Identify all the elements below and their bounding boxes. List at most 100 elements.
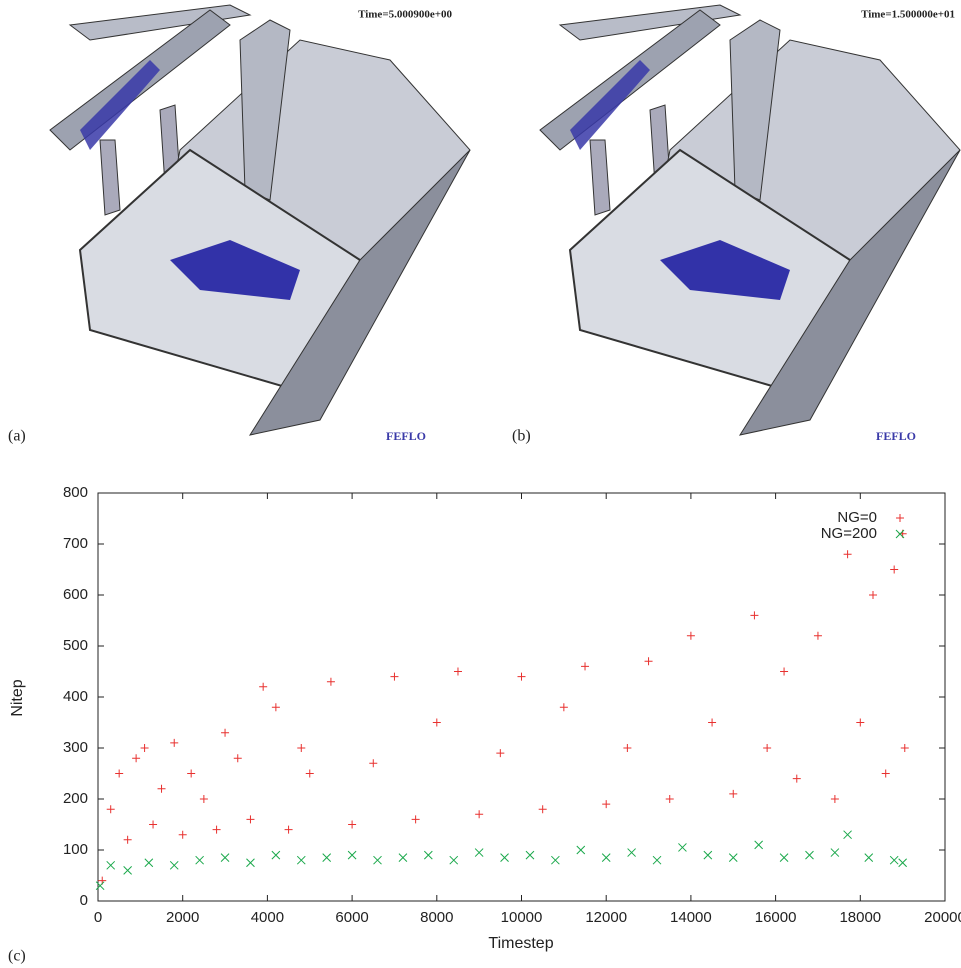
y-tick-label: 500	[63, 637, 88, 654]
point	[271, 703, 280, 712]
point	[708, 718, 717, 727]
point	[106, 860, 116, 870]
y-tick-label: 100	[63, 841, 88, 858]
brand: FEFLO	[386, 429, 426, 443]
point	[474, 848, 484, 857]
point	[750, 611, 759, 620]
point	[95, 881, 105, 891]
point	[830, 848, 840, 857]
panel-label: (a)	[8, 428, 26, 445]
point	[665, 795, 674, 803]
point	[271, 850, 281, 860]
point	[754, 840, 764, 850]
point	[602, 800, 611, 809]
point	[221, 728, 230, 737]
point	[792, 774, 801, 783]
legend-marker	[896, 514, 904, 522]
point	[199, 795, 208, 803]
point	[623, 744, 632, 752]
point	[449, 855, 459, 865]
point	[779, 853, 789, 863]
point	[601, 853, 611, 863]
point	[220, 853, 230, 863]
point	[644, 657, 653, 666]
point	[170, 738, 179, 747]
point	[296, 855, 306, 865]
point	[898, 858, 908, 868]
point	[453, 667, 462, 676]
y-tick-label: 700	[63, 535, 88, 552]
point	[411, 815, 420, 824]
point	[246, 858, 255, 868]
point	[881, 769, 890, 778]
point	[144, 858, 154, 868]
point	[140, 744, 149, 752]
point	[284, 825, 293, 834]
point	[432, 718, 441, 727]
point	[627, 848, 636, 857]
point	[843, 830, 852, 840]
x-tick-label: 14000	[670, 909, 712, 926]
panel-label: (b)	[512, 428, 531, 445]
point	[259, 682, 268, 691]
x-tick-label: 0	[94, 909, 102, 926]
y-tick-label: 400	[63, 688, 88, 705]
point	[525, 850, 535, 860]
point	[123, 866, 132, 875]
point	[686, 631, 695, 640]
y-tick-label: 800	[63, 484, 88, 501]
point	[178, 830, 187, 839]
point	[763, 744, 772, 752]
point	[157, 784, 166, 793]
x-tick-label: 8000	[420, 909, 453, 926]
point	[496, 749, 505, 758]
point	[652, 855, 662, 865]
y-tick-label: 0	[80, 892, 88, 909]
time-label: Time=1.500000e+01	[861, 9, 955, 21]
point	[195, 855, 204, 865]
brand: FEFLO	[876, 429, 916, 443]
point	[703, 850, 713, 860]
y-tick-label: 200	[63, 790, 88, 807]
y-tick-label: 600	[63, 586, 88, 603]
point	[805, 850, 814, 860]
panel-label: (c)	[8, 948, 26, 965]
point	[149, 820, 158, 829]
point	[830, 795, 839, 803]
y-tick-label: 300	[63, 739, 88, 756]
point	[347, 850, 357, 860]
point	[390, 672, 399, 681]
point	[559, 703, 568, 712]
point	[780, 667, 789, 676]
point	[538, 805, 547, 814]
x-tick-label: 12000	[585, 909, 627, 926]
point	[187, 769, 196, 778]
time-label: Time=5.000900e+00	[358, 9, 452, 21]
point	[305, 769, 314, 778]
x-tick-label: 10000	[501, 909, 543, 926]
point	[813, 631, 822, 640]
point	[233, 754, 242, 763]
point	[423, 850, 433, 860]
point	[322, 853, 332, 863]
point	[212, 825, 221, 834]
render-a	[49, 4, 471, 436]
legend-marker	[895, 529, 905, 539]
point	[900, 744, 909, 752]
x-tick-label: 16000	[755, 909, 797, 926]
point	[246, 815, 255, 824]
legend-label: NG=0	[837, 509, 877, 526]
legend-label: NG=200	[821, 525, 877, 542]
point	[856, 718, 865, 727]
y-axis-title: Nitep	[9, 679, 26, 716]
point	[326, 677, 335, 686]
point	[890, 565, 899, 574]
x-tick-label: 4000	[251, 909, 284, 926]
render-b	[539, 4, 961, 436]
point	[517, 672, 526, 681]
point	[576, 845, 586, 855]
point	[551, 855, 560, 865]
point	[889, 855, 899, 865]
